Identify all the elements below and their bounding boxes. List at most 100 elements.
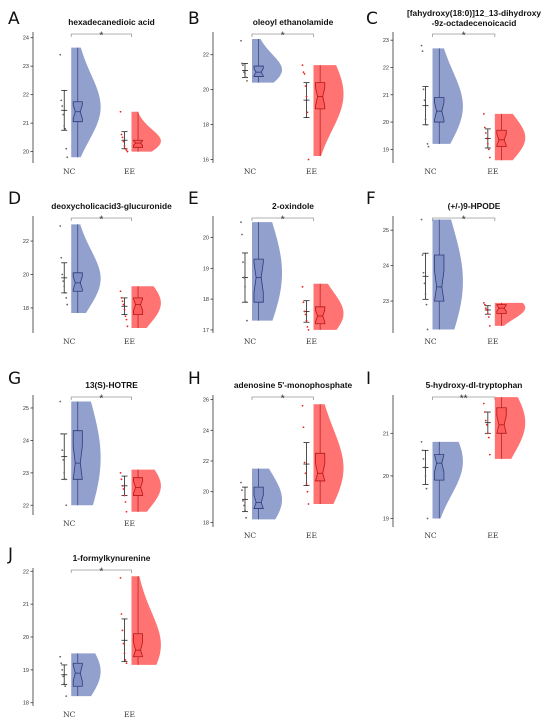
- data-point: [301, 404, 304, 407]
- box-nc: [72, 272, 83, 292]
- x-category-label: EE: [306, 167, 317, 176]
- x-category-label: EE: [487, 167, 498, 176]
- y-tick-label: 16: [203, 158, 209, 164]
- data-point: [244, 73, 246, 75]
- panel-g: G 13(S)-HOTRE 22 23 24 25 * NC EE: [8, 369, 161, 528]
- box-ee: [132, 633, 144, 658]
- chart-title-line2: -9z-octadecenoicacid: [432, 18, 517, 28]
- data-point: [63, 285, 66, 288]
- chart-title: 13(S)-HOTRE: [85, 380, 138, 390]
- significance-bracket: [70, 33, 132, 37]
- data-point: [422, 271, 425, 274]
- chart-title: 5-hydroxy-dl-tryptophan: [426, 380, 523, 390]
- data-point: [124, 315, 127, 318]
- panel-label: E: [188, 189, 199, 209]
- data-point: [66, 156, 69, 159]
- data-point: [485, 309, 488, 311]
- data-point: [304, 85, 307, 88]
- data-point: [66, 303, 69, 306]
- data-point: [125, 149, 128, 152]
- data-point: [241, 62, 243, 65]
- data-point: [61, 105, 64, 107]
- significance-bracket: [251, 217, 314, 221]
- data-point: [245, 301, 247, 304]
- y-tick-label: 23: [383, 299, 389, 305]
- box-ee: [133, 297, 144, 316]
- y-tick-label: 24: [23, 36, 29, 42]
- data-point: [305, 319, 308, 322]
- group-ee: EE: [482, 112, 526, 176]
- data-point: [420, 44, 423, 47]
- y-tick-label: 21: [23, 121, 29, 127]
- y-tick-label: 20: [383, 474, 389, 480]
- y-tick-label: 21: [383, 93, 389, 99]
- data-point: [305, 95, 308, 98]
- data-point: [60, 99, 63, 102]
- data-point: [483, 303, 486, 306]
- significance-label: *: [281, 215, 285, 226]
- x-category-label: NC: [63, 710, 76, 719]
- y-tick-label: 22: [383, 65, 389, 71]
- data-point: [65, 147, 68, 150]
- box-ee: [315, 306, 326, 325]
- data-point: [124, 501, 127, 503]
- x-category-label: EE: [306, 531, 317, 540]
- data-point: [424, 293, 427, 295]
- data-point: [123, 145, 126, 147]
- group-ee: EE: [482, 397, 526, 540]
- y-tick-label: 21: [23, 602, 29, 608]
- x-category-label: EE: [124, 519, 135, 528]
- data-point: [304, 472, 307, 475]
- data-point: [64, 478, 67, 481]
- group-ee: EE: [119, 576, 161, 719]
- x-category-label: NC: [244, 337, 257, 346]
- data-point: [486, 142, 489, 145]
- data-point: [62, 675, 65, 678]
- significance-bracket: [432, 217, 496, 221]
- x-category-label: NC: [63, 337, 76, 346]
- data-point: [243, 504, 245, 507]
- data-point: [60, 662, 63, 665]
- group-nc: NC: [59, 653, 101, 719]
- data-point: [422, 88, 425, 91]
- data-point: [241, 233, 243, 236]
- x-category-label: EE: [124, 337, 135, 346]
- data-point: [427, 145, 430, 148]
- significance-label: *: [99, 567, 103, 578]
- panel-label: C: [366, 9, 378, 29]
- data-point: [121, 300, 124, 303]
- data-point: [243, 71, 245, 74]
- y-tick-label: 20: [23, 273, 29, 279]
- data-point: [242, 500, 244, 502]
- x-category-label: NC: [63, 519, 76, 528]
- panel-c: C [fahydroxy(18:0)]12_13-dihydroxy-9z-oct…: [366, 8, 541, 176]
- data-point: [486, 312, 489, 315]
- data-point: [65, 504, 68, 507]
- data-point: [120, 613, 123, 615]
- y-tick-label: 26: [203, 398, 209, 404]
- group-nc: NC: [420, 44, 463, 176]
- data-point: [125, 318, 128, 321]
- significance-label: *: [281, 31, 285, 42]
- data-point: [59, 53, 62, 56]
- data-point: [121, 484, 124, 487]
- chart-title: 2-oxindole: [272, 201, 314, 211]
- y-tick-label: 18: [203, 297, 209, 303]
- group-nc: NC: [420, 218, 463, 346]
- data-point: [482, 112, 485, 115]
- box-nc: [253, 258, 264, 303]
- data-point: [305, 483, 308, 485]
- data-point: [63, 682, 66, 684]
- x-category-label: NC: [424, 167, 437, 176]
- data-point: [120, 297, 123, 299]
- y-tick-label: 23: [383, 38, 389, 44]
- data-point: [421, 254, 424, 256]
- y-tick-label: 19: [383, 147, 389, 153]
- data-point: [420, 218, 423, 221]
- data-point: [244, 509, 246, 512]
- violin-nc: [432, 219, 463, 330]
- y-tick-label: 24: [383, 264, 389, 270]
- x-category-label: EE: [306, 337, 317, 346]
- data-point: [424, 118, 427, 121]
